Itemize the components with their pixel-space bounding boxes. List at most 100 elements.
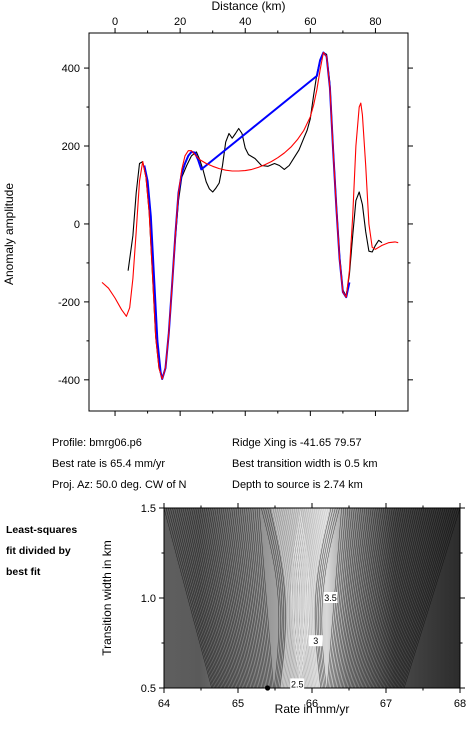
contour-line (384, 508, 431, 688)
contour-line (197, 508, 234, 688)
contour-line (299, 508, 313, 688)
contour-label: 2.5 (291, 679, 304, 689)
contour-line (178, 508, 222, 688)
contour-line (306, 508, 321, 688)
contour-line (347, 508, 374, 688)
contour-line (355, 508, 387, 688)
contour-line (370, 508, 410, 688)
contour-line (311, 508, 328, 688)
contour-line (189, 508, 229, 688)
depth-to-source: Depth to source is 2.74 km (232, 479, 363, 491)
contour-line (227, 508, 254, 688)
contour-line (208, 508, 241, 688)
contour-line (229, 508, 255, 688)
contour-line (399, 508, 454, 688)
contour-line (199, 508, 236, 688)
contour-line (277, 508, 293, 688)
contour-line (176, 508, 221, 688)
contour-line (218, 508, 248, 688)
contour-line (263, 508, 281, 688)
contour-line (265, 508, 283, 688)
best-rate: Best rate is 65.4 mm/yr (52, 458, 166, 470)
contour-line (165, 508, 214, 688)
contour-line (332, 508, 351, 688)
contour-line (340, 508, 363, 688)
contour-line (231, 508, 256, 688)
contour-line (343, 508, 368, 688)
contour-line (348, 508, 376, 688)
profile-plot-frame (88, 32, 409, 412)
contour-line (329, 508, 347, 688)
contour-line (388, 508, 437, 688)
x-tick-label: 67 (380, 698, 392, 710)
contour-line (250, 508, 269, 688)
contour-label-bg (323, 592, 338, 603)
contour-line (261, 508, 280, 688)
contour-line (387, 508, 435, 688)
x-tick-label: 64 (158, 698, 170, 710)
contour-line (214, 508, 245, 688)
profile-axis-ticks: 0 20 40 60 80 -400 -200 0 200 400 (58, 16, 413, 416)
contour-line (206, 508, 240, 688)
contour-line (222, 508, 251, 688)
contour-line (258, 508, 274, 688)
contour-label: 3.5 (324, 593, 337, 603)
y-tick-label: -200 (58, 297, 80, 309)
contour-line (330, 508, 349, 688)
contour-line (187, 508, 228, 688)
contour-line (346, 508, 372, 688)
contour-line (167, 508, 215, 688)
y-tick-label: 1.0 (141, 593, 156, 605)
contour-line (216, 508, 247, 688)
y-tick-label: 0.5 (141, 683, 156, 695)
contour-line (369, 508, 408, 688)
contour-line (398, 508, 452, 688)
contour-label-bg (290, 678, 305, 690)
contour-line (339, 508, 361, 688)
contour-line (292, 508, 304, 688)
contour-line (301, 508, 315, 688)
contour-line (290, 508, 302, 688)
contour-line (377, 508, 421, 688)
contour-line (333, 508, 353, 688)
contour-line (246, 508, 266, 688)
projection-azimuth: Proj. Az: 50.0 deg. CW of N (52, 479, 187, 491)
contour-line (235, 508, 259, 688)
y-tick-label: -400 (58, 375, 80, 387)
best-fit-marker (265, 685, 271, 691)
contour-line (271, 508, 288, 688)
contour-line (391, 508, 442, 688)
contour-line (252, 508, 270, 688)
contour-line (372, 508, 412, 688)
contour-line (212, 508, 244, 688)
contour-line (352, 508, 383, 688)
contour-line (402, 508, 459, 688)
contour-line (273, 508, 290, 688)
x-tick-label: 80 (369, 16, 381, 28)
contour-line (390, 508, 440, 688)
profile-series-group (101, 51, 399, 380)
x-tick-label: 0 (112, 16, 118, 28)
contour-line (269, 508, 286, 688)
contour-x-axis-label: Rate in mm/yr (275, 702, 350, 716)
x-tick-label: 66 (306, 698, 318, 710)
contour-line (280, 508, 295, 688)
contour-line (381, 508, 427, 688)
contour-line (275, 508, 291, 688)
model-profile-line-red (101, 51, 399, 380)
contour-line (244, 508, 265, 688)
profile-x-axis-label: Distance (km) (211, 0, 285, 13)
x-tick-label: 65 (232, 698, 244, 710)
contour-line (380, 508, 425, 688)
contour-line (401, 508, 457, 688)
contour-line (379, 508, 423, 688)
contour-line (335, 508, 355, 688)
profile-name: Profile: bmrg06.p6 (52, 437, 142, 449)
model-profile-line-blue (143, 51, 351, 380)
contour-line (336, 508, 357, 688)
contour-line (309, 508, 325, 688)
contour-label: 3 (313, 636, 318, 646)
contour-line (191, 508, 230, 688)
contour-line (182, 508, 225, 688)
